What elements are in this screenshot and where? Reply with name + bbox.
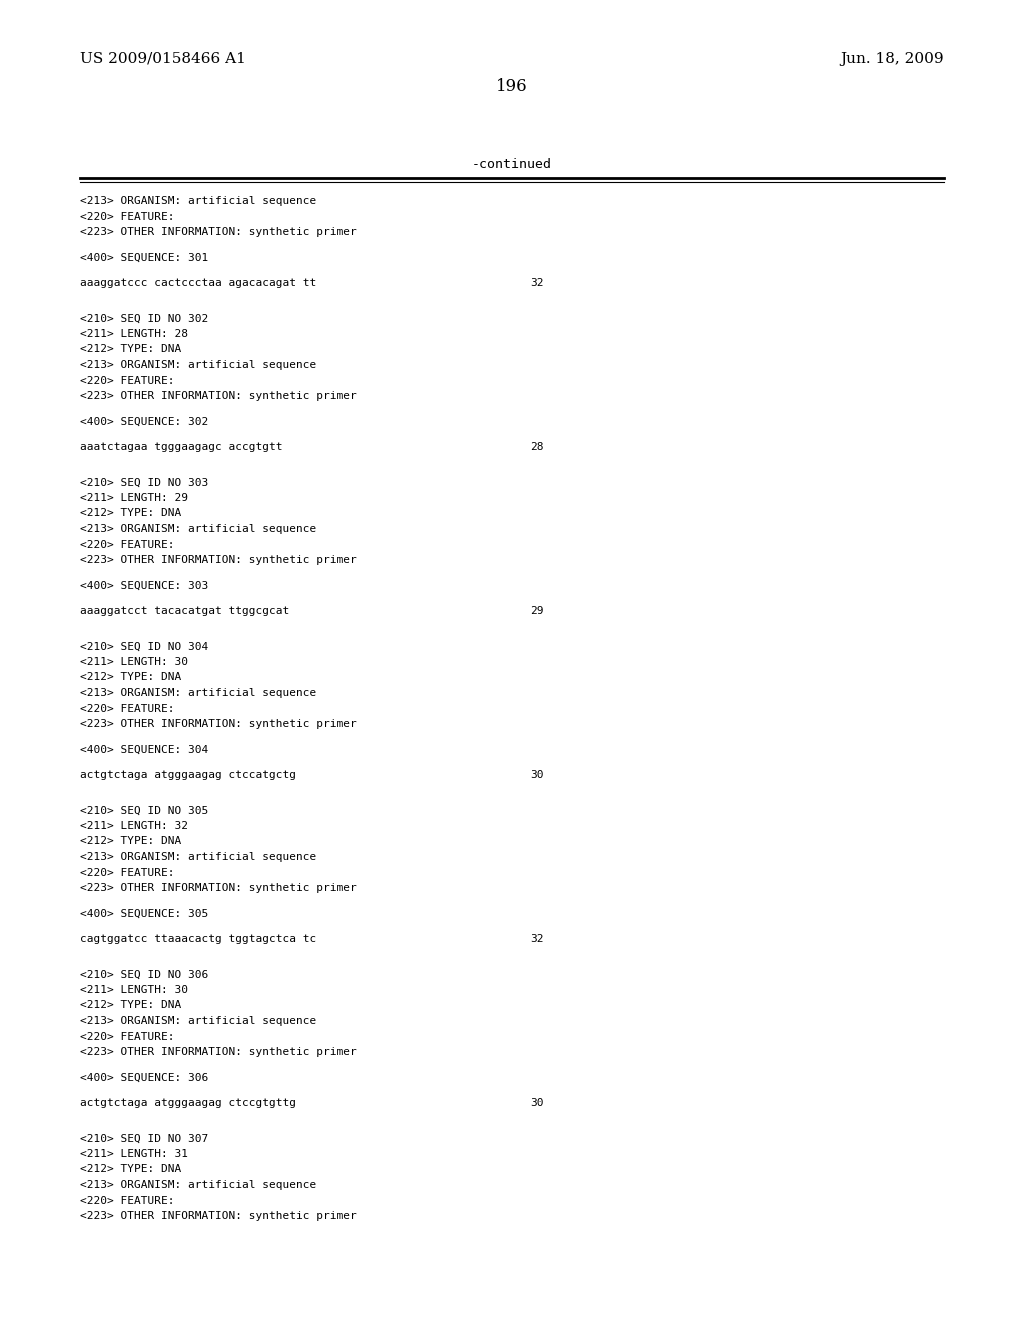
Text: <223> OTHER INFORMATION: synthetic primer: <223> OTHER INFORMATION: synthetic prime… [80, 719, 356, 729]
Text: <213> ORGANISM: artificial sequence: <213> ORGANISM: artificial sequence [80, 1016, 316, 1026]
Text: <400> SEQUENCE: 302: <400> SEQUENCE: 302 [80, 417, 208, 426]
Text: <210> SEQ ID NO 302: <210> SEQ ID NO 302 [80, 314, 208, 323]
Text: <223> OTHER INFORMATION: synthetic primer: <223> OTHER INFORMATION: synthetic prime… [80, 1210, 356, 1221]
Text: -continued: -continued [472, 158, 552, 172]
Text: <400> SEQUENCE: 304: <400> SEQUENCE: 304 [80, 744, 208, 755]
Text: <400> SEQUENCE: 303: <400> SEQUENCE: 303 [80, 581, 208, 590]
Text: <220> FEATURE:: <220> FEATURE: [80, 1031, 174, 1041]
Text: <223> OTHER INFORMATION: synthetic primer: <223> OTHER INFORMATION: synthetic prime… [80, 554, 356, 565]
Text: <210> SEQ ID NO 303: <210> SEQ ID NO 303 [80, 478, 208, 487]
Text: <220> FEATURE:: <220> FEATURE: [80, 867, 174, 878]
Text: <212> TYPE: DNA: <212> TYPE: DNA [80, 1001, 181, 1011]
Text: <213> ORGANISM: artificial sequence: <213> ORGANISM: artificial sequence [80, 851, 316, 862]
Text: <223> OTHER INFORMATION: synthetic primer: <223> OTHER INFORMATION: synthetic prime… [80, 391, 356, 401]
Text: 30: 30 [530, 1098, 544, 1107]
Text: <211> LENGTH: 30: <211> LENGTH: 30 [80, 657, 188, 667]
Text: <210> SEQ ID NO 304: <210> SEQ ID NO 304 [80, 642, 208, 652]
Text: aaaggatccc cactccctaa agacacagat tt: aaaggatccc cactccctaa agacacagat tt [80, 279, 316, 288]
Text: <400> SEQUENCE: 301: <400> SEQUENCE: 301 [80, 252, 208, 263]
Text: <211> LENGTH: 29: <211> LENGTH: 29 [80, 492, 188, 503]
Text: <212> TYPE: DNA: <212> TYPE: DNA [80, 345, 181, 355]
Text: 30: 30 [530, 770, 544, 780]
Text: aaaggatcct tacacatgat ttggcgcat: aaaggatcct tacacatgat ttggcgcat [80, 606, 289, 616]
Text: <400> SEQUENCE: 305: <400> SEQUENCE: 305 [80, 908, 208, 919]
Text: 28: 28 [530, 442, 544, 451]
Text: <223> OTHER INFORMATION: synthetic primer: <223> OTHER INFORMATION: synthetic prime… [80, 227, 356, 238]
Text: <211> LENGTH: 32: <211> LENGTH: 32 [80, 821, 188, 832]
Text: 32: 32 [530, 935, 544, 944]
Text: <210> SEQ ID NO 307: <210> SEQ ID NO 307 [80, 1134, 208, 1143]
Text: <223> OTHER INFORMATION: synthetic primer: <223> OTHER INFORMATION: synthetic prime… [80, 1047, 356, 1057]
Text: <220> FEATURE:: <220> FEATURE: [80, 540, 174, 549]
Text: aaatctagaa tgggaagagc accgtgtt: aaatctagaa tgggaagagc accgtgtt [80, 442, 283, 451]
Text: <211> LENGTH: 28: <211> LENGTH: 28 [80, 329, 188, 339]
Text: cagtggatcc ttaaacactg tggtagctca tc: cagtggatcc ttaaacactg tggtagctca tc [80, 935, 316, 944]
Text: <220> FEATURE:: <220> FEATURE: [80, 211, 174, 222]
Text: <211> LENGTH: 31: <211> LENGTH: 31 [80, 1148, 188, 1159]
Text: 32: 32 [530, 279, 544, 288]
Text: 29: 29 [530, 606, 544, 616]
Text: actgtctaga atgggaagag ctccgtgttg: actgtctaga atgggaagag ctccgtgttg [80, 1098, 296, 1107]
Text: US 2009/0158466 A1: US 2009/0158466 A1 [80, 51, 246, 66]
Text: actgtctaga atgggaagag ctccatgctg: actgtctaga atgggaagag ctccatgctg [80, 770, 296, 780]
Text: <220> FEATURE:: <220> FEATURE: [80, 1196, 174, 1205]
Text: <212> TYPE: DNA: <212> TYPE: DNA [80, 672, 181, 682]
Text: <212> TYPE: DNA: <212> TYPE: DNA [80, 1164, 181, 1175]
Text: <212> TYPE: DNA: <212> TYPE: DNA [80, 508, 181, 519]
Text: <212> TYPE: DNA: <212> TYPE: DNA [80, 837, 181, 846]
Text: <210> SEQ ID NO 306: <210> SEQ ID NO 306 [80, 969, 208, 979]
Text: <223> OTHER INFORMATION: synthetic primer: <223> OTHER INFORMATION: synthetic prime… [80, 883, 356, 894]
Text: <213> ORGANISM: artificial sequence: <213> ORGANISM: artificial sequence [80, 688, 316, 698]
Text: <213> ORGANISM: artificial sequence: <213> ORGANISM: artificial sequence [80, 360, 316, 370]
Text: Jun. 18, 2009: Jun. 18, 2009 [841, 51, 944, 66]
Text: <211> LENGTH: 30: <211> LENGTH: 30 [80, 985, 188, 995]
Text: <213> ORGANISM: artificial sequence: <213> ORGANISM: artificial sequence [80, 1180, 316, 1191]
Text: <213> ORGANISM: artificial sequence: <213> ORGANISM: artificial sequence [80, 524, 316, 535]
Text: <400> SEQUENCE: 306: <400> SEQUENCE: 306 [80, 1072, 208, 1082]
Text: <213> ORGANISM: artificial sequence: <213> ORGANISM: artificial sequence [80, 195, 316, 206]
Text: <220> FEATURE:: <220> FEATURE: [80, 375, 174, 385]
Text: <210> SEQ ID NO 305: <210> SEQ ID NO 305 [80, 805, 208, 816]
Text: <220> FEATURE:: <220> FEATURE: [80, 704, 174, 714]
Text: 196: 196 [497, 78, 527, 95]
